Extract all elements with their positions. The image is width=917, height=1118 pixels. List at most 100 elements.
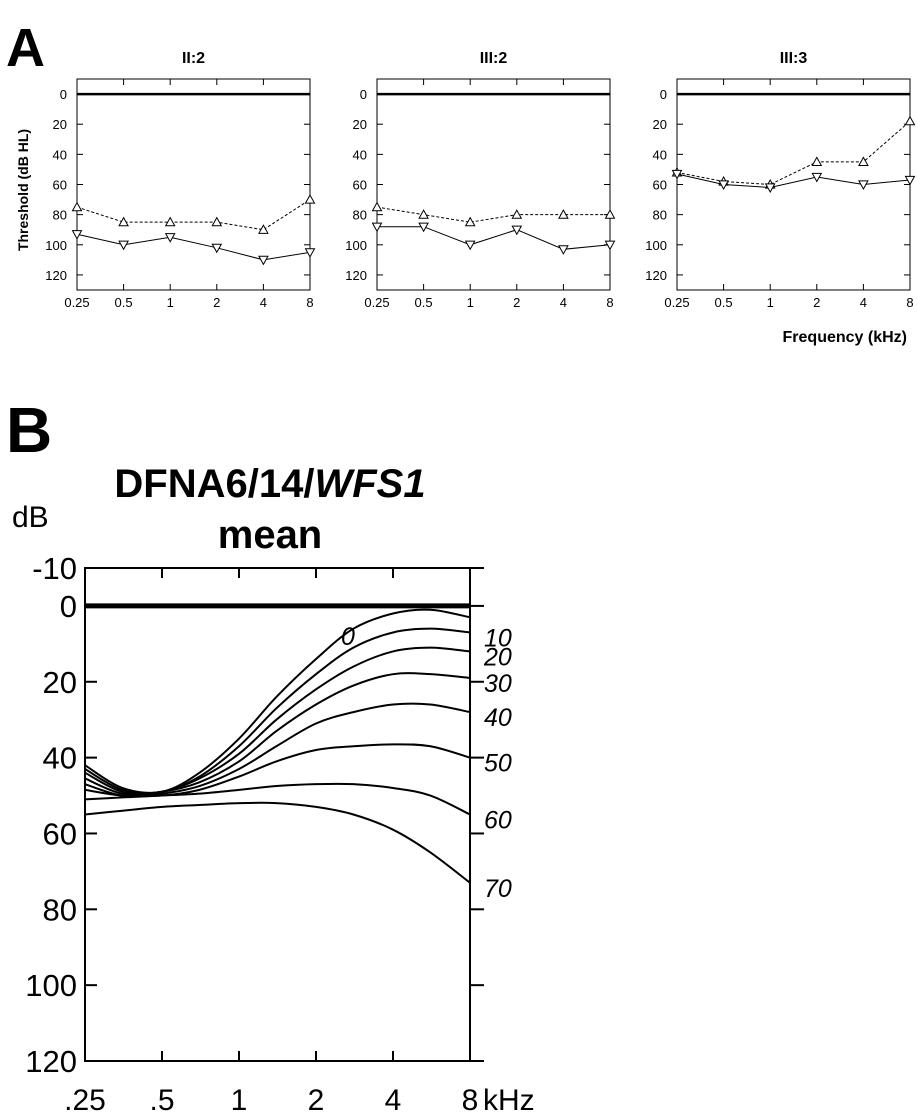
y-tick-label: 60 (43, 816, 77, 851)
y-tick-label: -10 (32, 551, 77, 586)
marker-triangle-down (71, 230, 83, 240)
plot-frame (84, 567, 471, 1062)
marker-triangle-up (164, 216, 176, 227)
y-tick-label: 40 (53, 147, 67, 162)
x-tick-label: 8 (606, 295, 613, 310)
curve-0 (84, 608, 471, 794)
y-tick-label: 0 (60, 87, 67, 102)
x-tick-label: 8 (462, 1084, 479, 1117)
y-tick-label: 120 (345, 268, 367, 283)
marker-triangle-down (418, 222, 429, 233)
y-tick-label: 40 (653, 147, 667, 162)
curve-label-0: 0 (341, 623, 355, 651)
curve-label-10: 10 (484, 624, 512, 652)
marker-triangle-down (371, 222, 383, 233)
marker-triangle-up (304, 194, 316, 204)
x-tick-label: 0.25 (364, 295, 389, 310)
y-tick-label: 120 (645, 268, 667, 283)
panel-b-yunit: dB (12, 501, 49, 534)
curve-label-30: 30 (484, 670, 512, 698)
y-tick-label: 20 (353, 117, 367, 132)
panel-a-label: A (6, 18, 45, 78)
marker-triangle-up (811, 156, 823, 166)
x-tick-label: 1 (231, 1084, 248, 1117)
curve-label-40: 40 (484, 704, 512, 732)
x-tick-label: 8 (306, 295, 313, 310)
y-tick-label: 0 (660, 87, 667, 102)
curve-50 (84, 743, 471, 798)
y-tick-label: 80 (53, 208, 67, 223)
x-tick-label: 4 (560, 295, 567, 310)
x-tick-label: 8 (906, 295, 913, 310)
y-tick-label: 80 (653, 208, 667, 223)
y-tick-label: 60 (653, 178, 667, 193)
x-tick-label: 0.25 (664, 295, 689, 310)
x-tick-label: 4 (260, 295, 267, 310)
y-tick-label: 20 (653, 117, 667, 132)
chart-title: III:3 (780, 50, 808, 67)
marker-triangle-down (464, 240, 476, 251)
marker-triangle-up (71, 201, 83, 212)
x-tick-label: 0.5 (415, 295, 433, 310)
x-tick-label: 2 (813, 295, 820, 310)
y-tick-label: 20 (43, 665, 77, 700)
marker-triangle-down (118, 240, 129, 251)
marker-triangle-down (904, 175, 916, 186)
series-line-1 (76, 199, 311, 231)
panel-b-label: B (6, 394, 52, 466)
plot-frame (376, 78, 611, 291)
x-tick-label: 0.5 (115, 295, 133, 310)
marker-triangle-up (418, 209, 429, 219)
curve-30 (84, 672, 471, 796)
x-tick-label: 4 (860, 295, 867, 310)
y-tick-label: 80 (43, 892, 77, 927)
marker-triangle-up (211, 216, 223, 227)
marker-triangle-down (671, 169, 683, 180)
y-tick-label: 0 (360, 87, 367, 102)
panel-a-xlabel: Frequency (kHz) (783, 329, 907, 346)
y-tick-label: 20 (53, 117, 67, 132)
marker-triangle-down (304, 248, 316, 258)
marker-triangle-down (511, 225, 523, 236)
panel-b-title-italic: WFS1 (314, 462, 425, 506)
marker-triangle-up (604, 209, 616, 219)
x-tick-label: .5 (149, 1084, 174, 1117)
x-tick-label: 0.25 (64, 295, 89, 310)
y-tick-label: 40 (43, 741, 77, 776)
y-tick-label: 100 (25, 968, 77, 1003)
x-tick-label: 1 (167, 295, 174, 310)
x-tick-label: 1 (467, 295, 474, 310)
x-tick-label: 2 (213, 295, 220, 310)
series-line-1 (676, 120, 911, 186)
y-tick-label: 120 (25, 1044, 77, 1079)
marker-triangle-down (164, 233, 176, 243)
marker-triangle-down (211, 243, 223, 254)
marker-triangle-down (558, 245, 569, 255)
plot-frame (676, 78, 911, 291)
marker-triangle-down (858, 180, 869, 191)
x-tick-label: .25 (64, 1084, 106, 1117)
panel-b-xunit: kHz (483, 1084, 535, 1117)
x-tick-label: 2 (513, 295, 520, 310)
marker-triangle-up (464, 216, 476, 227)
curve-label-50: 50 (484, 750, 512, 778)
curve-40 (84, 702, 471, 798)
marker-triangle-up (371, 201, 383, 212)
y-tick-label: 100 (345, 238, 367, 253)
y-tick-label: 120 (45, 268, 67, 283)
x-tick-label: 1 (767, 295, 774, 310)
marker-triangle-down (764, 183, 776, 194)
chart-title: III:2 (480, 50, 508, 67)
curve-label-20: 20 (483, 643, 512, 671)
y-tick-label: 0 (60, 589, 77, 624)
y-tick-label: 40 (353, 147, 367, 162)
y-tick-label: 100 (645, 238, 667, 253)
curve-label-60: 60 (484, 807, 512, 835)
marker-triangle-down (811, 172, 823, 183)
series-line-1 (376, 206, 610, 223)
series-line-2 (377, 226, 611, 250)
